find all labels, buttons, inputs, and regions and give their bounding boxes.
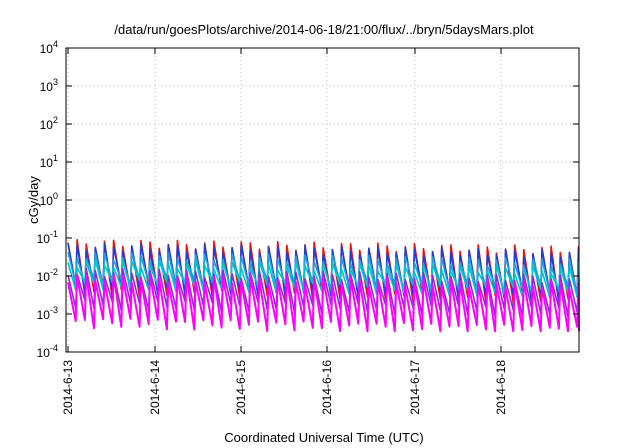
x-axis-label: Coordinated Universal Time (UTC) bbox=[224, 430, 423, 445]
y-tick-label: 10-3 bbox=[37, 305, 58, 322]
x-tick-label: 2014-6-13 bbox=[61, 360, 75, 415]
y-tick-label: 104 bbox=[40, 39, 58, 56]
y-axis-ticks: 10-4 10-3 10-2 10-1 100 101 102 103 104 bbox=[37, 39, 579, 360]
y-tick-label: 10-2 bbox=[37, 267, 58, 284]
y-tick-label: 102 bbox=[40, 115, 58, 132]
x-axis-ticks: 2014-6-13 2014-6-14 2014-6-15 2014-6-16 2014… bbox=[61, 48, 508, 415]
series-line bbox=[67, 258, 580, 299]
y-tick-label: 10-1 bbox=[37, 229, 58, 246]
y-tick-label: 101 bbox=[40, 153, 58, 170]
x-tick-label: 2014-6-18 bbox=[494, 360, 508, 415]
x-tick-label: 2014-6-14 bbox=[148, 360, 162, 415]
series-line bbox=[67, 267, 580, 318]
y-tick-label: 10-4 bbox=[37, 343, 58, 360]
series-line bbox=[67, 273, 580, 333]
series-group bbox=[67, 238, 580, 333]
x-tick-label: 2014-6-17 bbox=[408, 360, 422, 415]
x-tick-label: 2014-6-16 bbox=[320, 360, 334, 415]
y-tick-label: 100 bbox=[40, 191, 58, 208]
y-axis-label: cGy/day bbox=[26, 176, 41, 224]
x-tick-label: 2014-6-15 bbox=[234, 360, 248, 415]
chart-title: /data/run/goesPlots/archive/2014-06-18/2… bbox=[114, 22, 534, 37]
y-tick-label: 103 bbox=[40, 77, 58, 94]
